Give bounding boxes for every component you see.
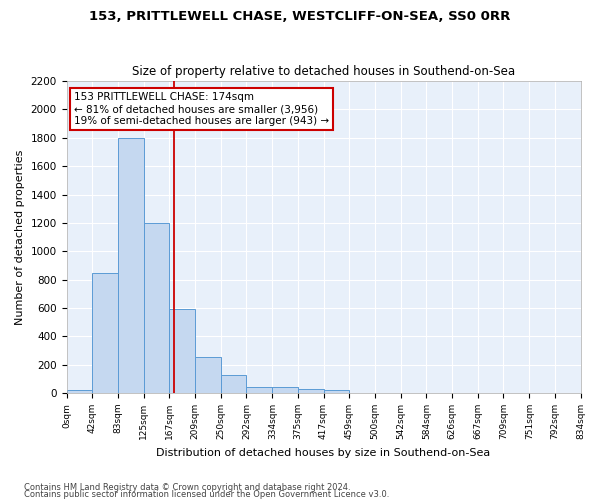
Bar — [298, 389, 323, 393]
Bar — [221, 374, 247, 393]
Bar — [118, 138, 143, 393]
Title: Size of property relative to detached houses in Southend-on-Sea: Size of property relative to detached ho… — [132, 66, 515, 78]
Bar — [92, 272, 118, 393]
Text: Contains HM Land Registry data © Crown copyright and database right 2024.: Contains HM Land Registry data © Crown c… — [24, 484, 350, 492]
Text: 153 PRITTLEWELL CHASE: 174sqm
← 81% of detached houses are smaller (3,956)
19% o: 153 PRITTLEWELL CHASE: 174sqm ← 81% of d… — [74, 92, 329, 126]
Bar — [196, 357, 221, 393]
Bar — [143, 223, 169, 393]
Text: Contains public sector information licensed under the Open Government Licence v3: Contains public sector information licen… — [24, 490, 389, 499]
Bar — [272, 388, 298, 393]
X-axis label: Distribution of detached houses by size in Southend-on-Sea: Distribution of detached houses by size … — [157, 448, 491, 458]
Text: 153, PRITTLEWELL CHASE, WESTCLIFF-ON-SEA, SS0 0RR: 153, PRITTLEWELL CHASE, WESTCLIFF-ON-SEA… — [89, 10, 511, 23]
Y-axis label: Number of detached properties: Number of detached properties — [15, 150, 25, 325]
Bar — [169, 310, 196, 393]
Bar — [67, 390, 92, 393]
Bar — [323, 390, 349, 393]
Bar — [247, 386, 272, 393]
